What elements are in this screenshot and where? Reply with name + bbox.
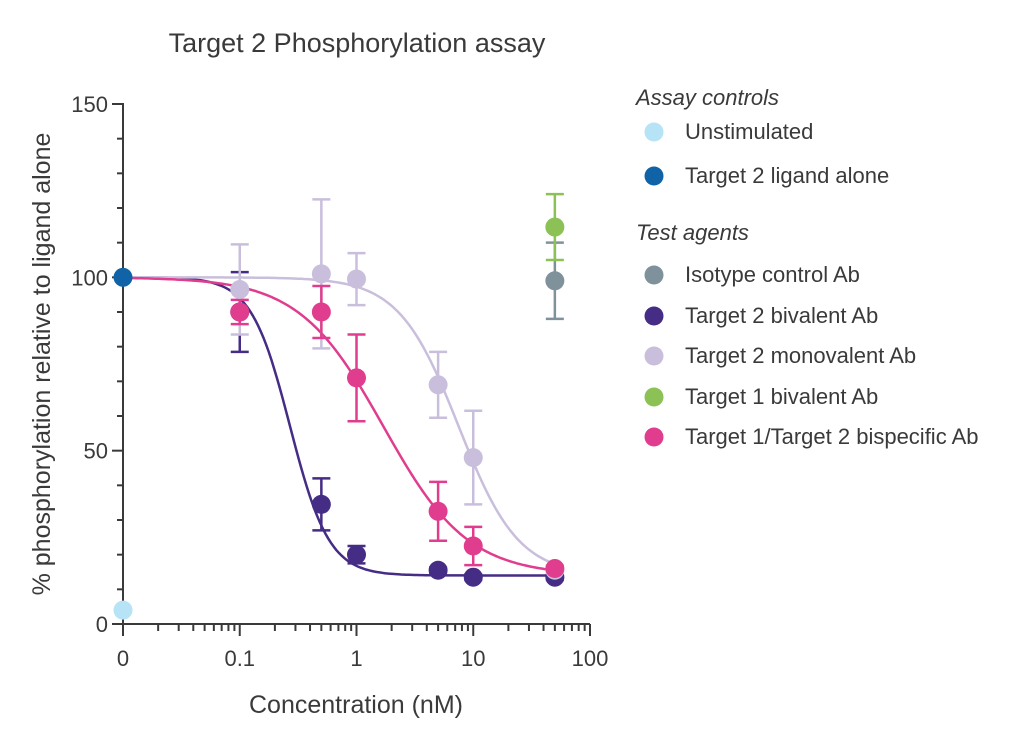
data-point [113,600,133,620]
legend-marker [644,427,664,447]
legend-marker [644,346,664,366]
legend-marker [644,166,664,186]
legend-label: Target 1/Target 2 bispecific Ab [685,424,979,449]
fit-curve-series-6 [123,276,556,572]
x-tick-label: 100 [572,646,609,671]
x-tick-label: 0.1 [224,646,255,671]
data-point [545,271,565,291]
plot-area: 0 50 100 150 0 0.1 1 10 100 [71,92,608,671]
legend-item: Unstimulated [644,119,813,144]
legend-marker [644,306,664,326]
legend-label: Target 2 monovalent Ab [685,343,916,368]
legend-marker [644,387,664,407]
data-point [545,217,565,237]
y-tick-label: 100 [71,265,108,290]
legend-label: Target 2 ligand alone [685,163,889,188]
data-point [311,264,331,284]
legend: Assay controls Unstimulated Target 2 ligan… [634,85,979,449]
legend-item: Target 1/Target 2 bispecific Ab [644,424,979,449]
legend-item: Target 2 monovalent Ab [644,343,916,368]
data-point [428,375,448,395]
data-point [311,302,331,322]
legend-group-heading: Test agents [636,220,749,245]
legend-marker [644,265,664,285]
legend-label: Isotype control Ab [685,262,860,287]
x-axis-title: Concentration (nM) [249,691,463,719]
legend-item: Target 1 bivalent Ab [644,384,878,409]
data-point [113,267,133,287]
legend-item: Isotype control Ab [644,262,860,287]
data-point [463,567,483,587]
legend-group-heading: Assay controls [634,85,779,110]
legend-label: Unstimulated [685,119,813,144]
data-point [347,545,366,565]
y-tick-label: 150 [71,92,108,117]
x-tick-label: 0 [117,646,129,671]
fit-curve-series-4 [123,276,556,566]
data-point [545,559,565,579]
x-tick-label: 10 [461,646,485,671]
legend-marker [644,122,664,142]
data-point [347,269,366,289]
y-tick-label: 0 [96,612,108,637]
data-point [347,368,366,388]
data-point [230,302,250,322]
data-point [311,494,331,514]
legend-label: Target 2 bivalent Ab [685,303,878,328]
chart-title: Target 2 Phosphorylation assay [169,28,546,58]
y-tick-label: 50 [84,439,108,464]
data-point [463,448,483,468]
x-tick-label: 1 [350,646,362,671]
fit-curve-series-3 [123,276,555,577]
data-point [463,536,483,556]
legend-item: Target 2 ligand alone [644,163,889,188]
data-point [428,501,448,521]
data-point [428,560,448,580]
legend-label: Target 1 bivalent Ab [685,384,878,409]
legend-item: Target 2 bivalent Ab [644,303,878,328]
data-point [230,279,250,299]
y-axis-title: % phosphorylation relative to ligand alo… [28,133,56,596]
